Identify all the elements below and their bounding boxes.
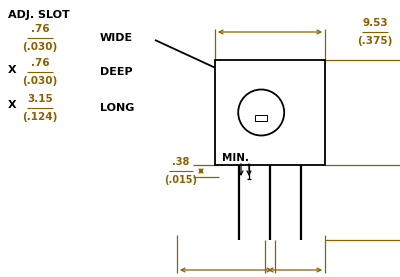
Text: ADJ. SLOT: ADJ. SLOT <box>8 10 70 20</box>
Text: 9.53: 9.53 <box>362 18 388 28</box>
Text: .76: .76 <box>31 24 49 34</box>
Text: (.015): (.015) <box>164 175 198 185</box>
Text: (.030): (.030) <box>22 42 58 52</box>
Text: LONG: LONG <box>100 103 134 113</box>
Text: WIDE: WIDE <box>100 33 133 43</box>
Text: X: X <box>8 65 17 75</box>
Text: X: X <box>8 100 17 110</box>
Text: (.124): (.124) <box>22 112 58 122</box>
Text: (.375): (.375) <box>357 36 393 46</box>
Text: DEEP: DEEP <box>100 67 133 77</box>
Text: 3.15: 3.15 <box>27 94 53 104</box>
Text: (.030): (.030) <box>22 76 58 86</box>
Text: .38: .38 <box>172 157 190 167</box>
Text: .76: .76 <box>31 58 49 68</box>
Text: MIN.: MIN. <box>222 153 249 163</box>
Bar <box>255 114 267 120</box>
Bar <box>215 60 325 165</box>
